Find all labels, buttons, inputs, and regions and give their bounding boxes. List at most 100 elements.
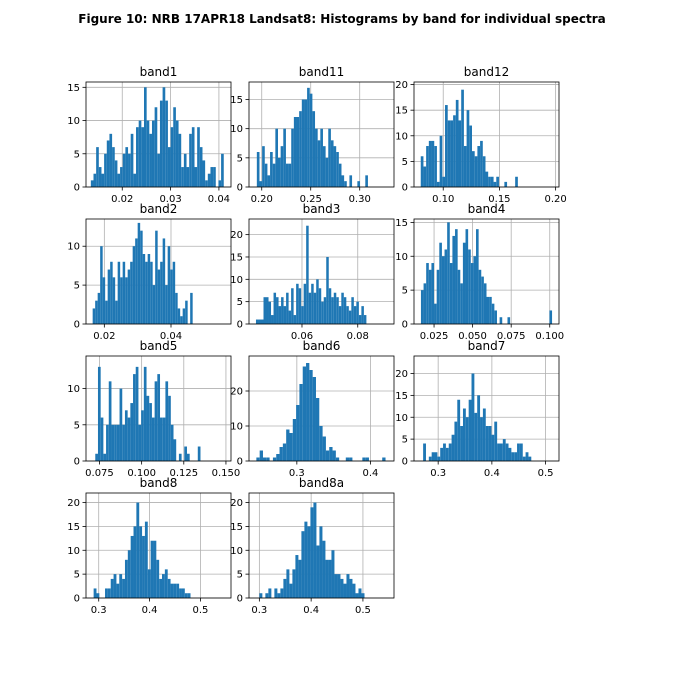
histogram-bar bbox=[460, 283, 463, 324]
histogram-bar bbox=[306, 363, 310, 461]
histogram-bar bbox=[462, 242, 466, 324]
axes-frame bbox=[248, 355, 395, 462]
y-tick-label: 10 bbox=[230, 124, 243, 135]
histogram-bar bbox=[439, 242, 442, 324]
x-tick-label: 0.30 bbox=[349, 194, 371, 205]
x-tick-label: 0.02 bbox=[111, 194, 133, 205]
subplot-title: band12 bbox=[464, 65, 509, 79]
histogram-bar bbox=[107, 588, 111, 598]
y-tick-label: 20 bbox=[395, 80, 408, 91]
histogram-bar bbox=[356, 301, 359, 324]
histogram-bar bbox=[301, 306, 304, 324]
histogram-bar bbox=[181, 167, 184, 187]
histogram-bar bbox=[167, 147, 171, 187]
histogram-bar bbox=[343, 583, 347, 598]
histogram-bar bbox=[295, 555, 299, 598]
histogram-bar bbox=[497, 443, 500, 461]
histogram-bar bbox=[489, 296, 492, 324]
x-tick-label: 0.08 bbox=[347, 331, 369, 342]
histogram-bar bbox=[119, 574, 123, 598]
subplot-title: band1 bbox=[140, 65, 178, 79]
histogram-bar bbox=[167, 246, 171, 324]
histogram-bar bbox=[508, 447, 512, 461]
histogram-bar bbox=[428, 140, 432, 187]
histogram-bar bbox=[331, 550, 335, 598]
y-tick-label: 15 bbox=[67, 522, 80, 533]
histogram-bar bbox=[349, 457, 353, 461]
histogram-bar bbox=[125, 147, 129, 187]
axes-frame bbox=[413, 355, 560, 462]
x-tick-label: 0.25 bbox=[300, 194, 322, 205]
subplot-title: band5 bbox=[140, 339, 178, 353]
histogram-bar bbox=[101, 173, 105, 187]
y-tick-label: 10 bbox=[67, 116, 80, 127]
histogram-bar bbox=[135, 238, 138, 324]
x-tick-label: 0.20 bbox=[251, 194, 273, 205]
histogram-bar bbox=[469, 125, 472, 187]
histogram-bar bbox=[155, 230, 158, 324]
y-tick-label: 5 bbox=[237, 153, 243, 164]
histogram-bar bbox=[299, 384, 303, 461]
histogram-bar bbox=[447, 222, 450, 324]
histogram-bar bbox=[289, 433, 293, 461]
histogram-bar bbox=[151, 120, 155, 187]
histogram-bar bbox=[221, 153, 224, 187]
histogram-bar bbox=[280, 588, 284, 598]
histogram-bar bbox=[285, 163, 289, 187]
histogram-bar bbox=[450, 120, 454, 187]
y-tick-label: 15 bbox=[230, 252, 243, 263]
histogram-bar bbox=[337, 574, 341, 598]
histogram-bar bbox=[436, 269, 440, 324]
histogram-bar bbox=[271, 315, 274, 324]
histogram-bar bbox=[420, 290, 424, 324]
histogram-bar bbox=[117, 173, 121, 187]
histogram-bar bbox=[279, 447, 283, 461]
histogram-bar bbox=[486, 296, 490, 324]
histogram-bar bbox=[365, 175, 368, 187]
histogram-bar bbox=[162, 417, 166, 461]
histogram-bar bbox=[301, 99, 305, 187]
histogram-bar bbox=[507, 317, 511, 324]
histogram-bar bbox=[259, 593, 263, 598]
histogram-bar bbox=[142, 535, 145, 598]
histogram-bar bbox=[96, 147, 99, 187]
histogram-bar bbox=[344, 181, 347, 187]
histogram-bar bbox=[115, 300, 118, 324]
histogram-bar bbox=[266, 297, 269, 324]
histogram-bar bbox=[112, 277, 116, 324]
histogram-bar bbox=[298, 288, 302, 324]
y-tick-label: 0 bbox=[237, 594, 243, 605]
histogram-bar bbox=[149, 133, 152, 187]
histogram-bar bbox=[423, 443, 426, 461]
histogram-bar bbox=[499, 443, 503, 461]
histogram-bar bbox=[179, 588, 182, 598]
histogram-bar bbox=[116, 583, 120, 598]
histogram-bar bbox=[318, 288, 322, 324]
histogram-bar bbox=[119, 388, 123, 461]
axes-frame bbox=[413, 81, 560, 188]
histogram-bar bbox=[256, 457, 260, 461]
histogram-bar bbox=[454, 421, 458, 461]
histogram-bar bbox=[431, 452, 435, 461]
histogram-bar bbox=[160, 261, 163, 324]
histogram-bar bbox=[323, 297, 327, 324]
histogram-bar bbox=[180, 316, 183, 324]
histogram-bar bbox=[150, 261, 153, 324]
histogram-bar bbox=[453, 115, 456, 187]
histogram-bar bbox=[325, 157, 329, 187]
y-tick-label: 0 bbox=[402, 457, 408, 468]
histogram-bar bbox=[133, 173, 137, 187]
histogram-bar bbox=[308, 292, 312, 324]
histogram-bar bbox=[329, 447, 333, 461]
histogram-bar bbox=[170, 583, 174, 598]
y-tick-label: 20 bbox=[230, 230, 243, 241]
histogram-bar bbox=[491, 303, 495, 324]
y-tick-label: 5 bbox=[402, 157, 408, 168]
x-tick-label: 0.125 bbox=[169, 468, 198, 479]
histogram-bar bbox=[313, 502, 317, 598]
histogram-bar bbox=[98, 167, 102, 187]
histogram-bar bbox=[184, 446, 187, 461]
y-tick-label: 10 bbox=[395, 131, 408, 142]
x-tick-label: 0.4 bbox=[142, 605, 158, 616]
histogram-bar bbox=[184, 593, 188, 598]
